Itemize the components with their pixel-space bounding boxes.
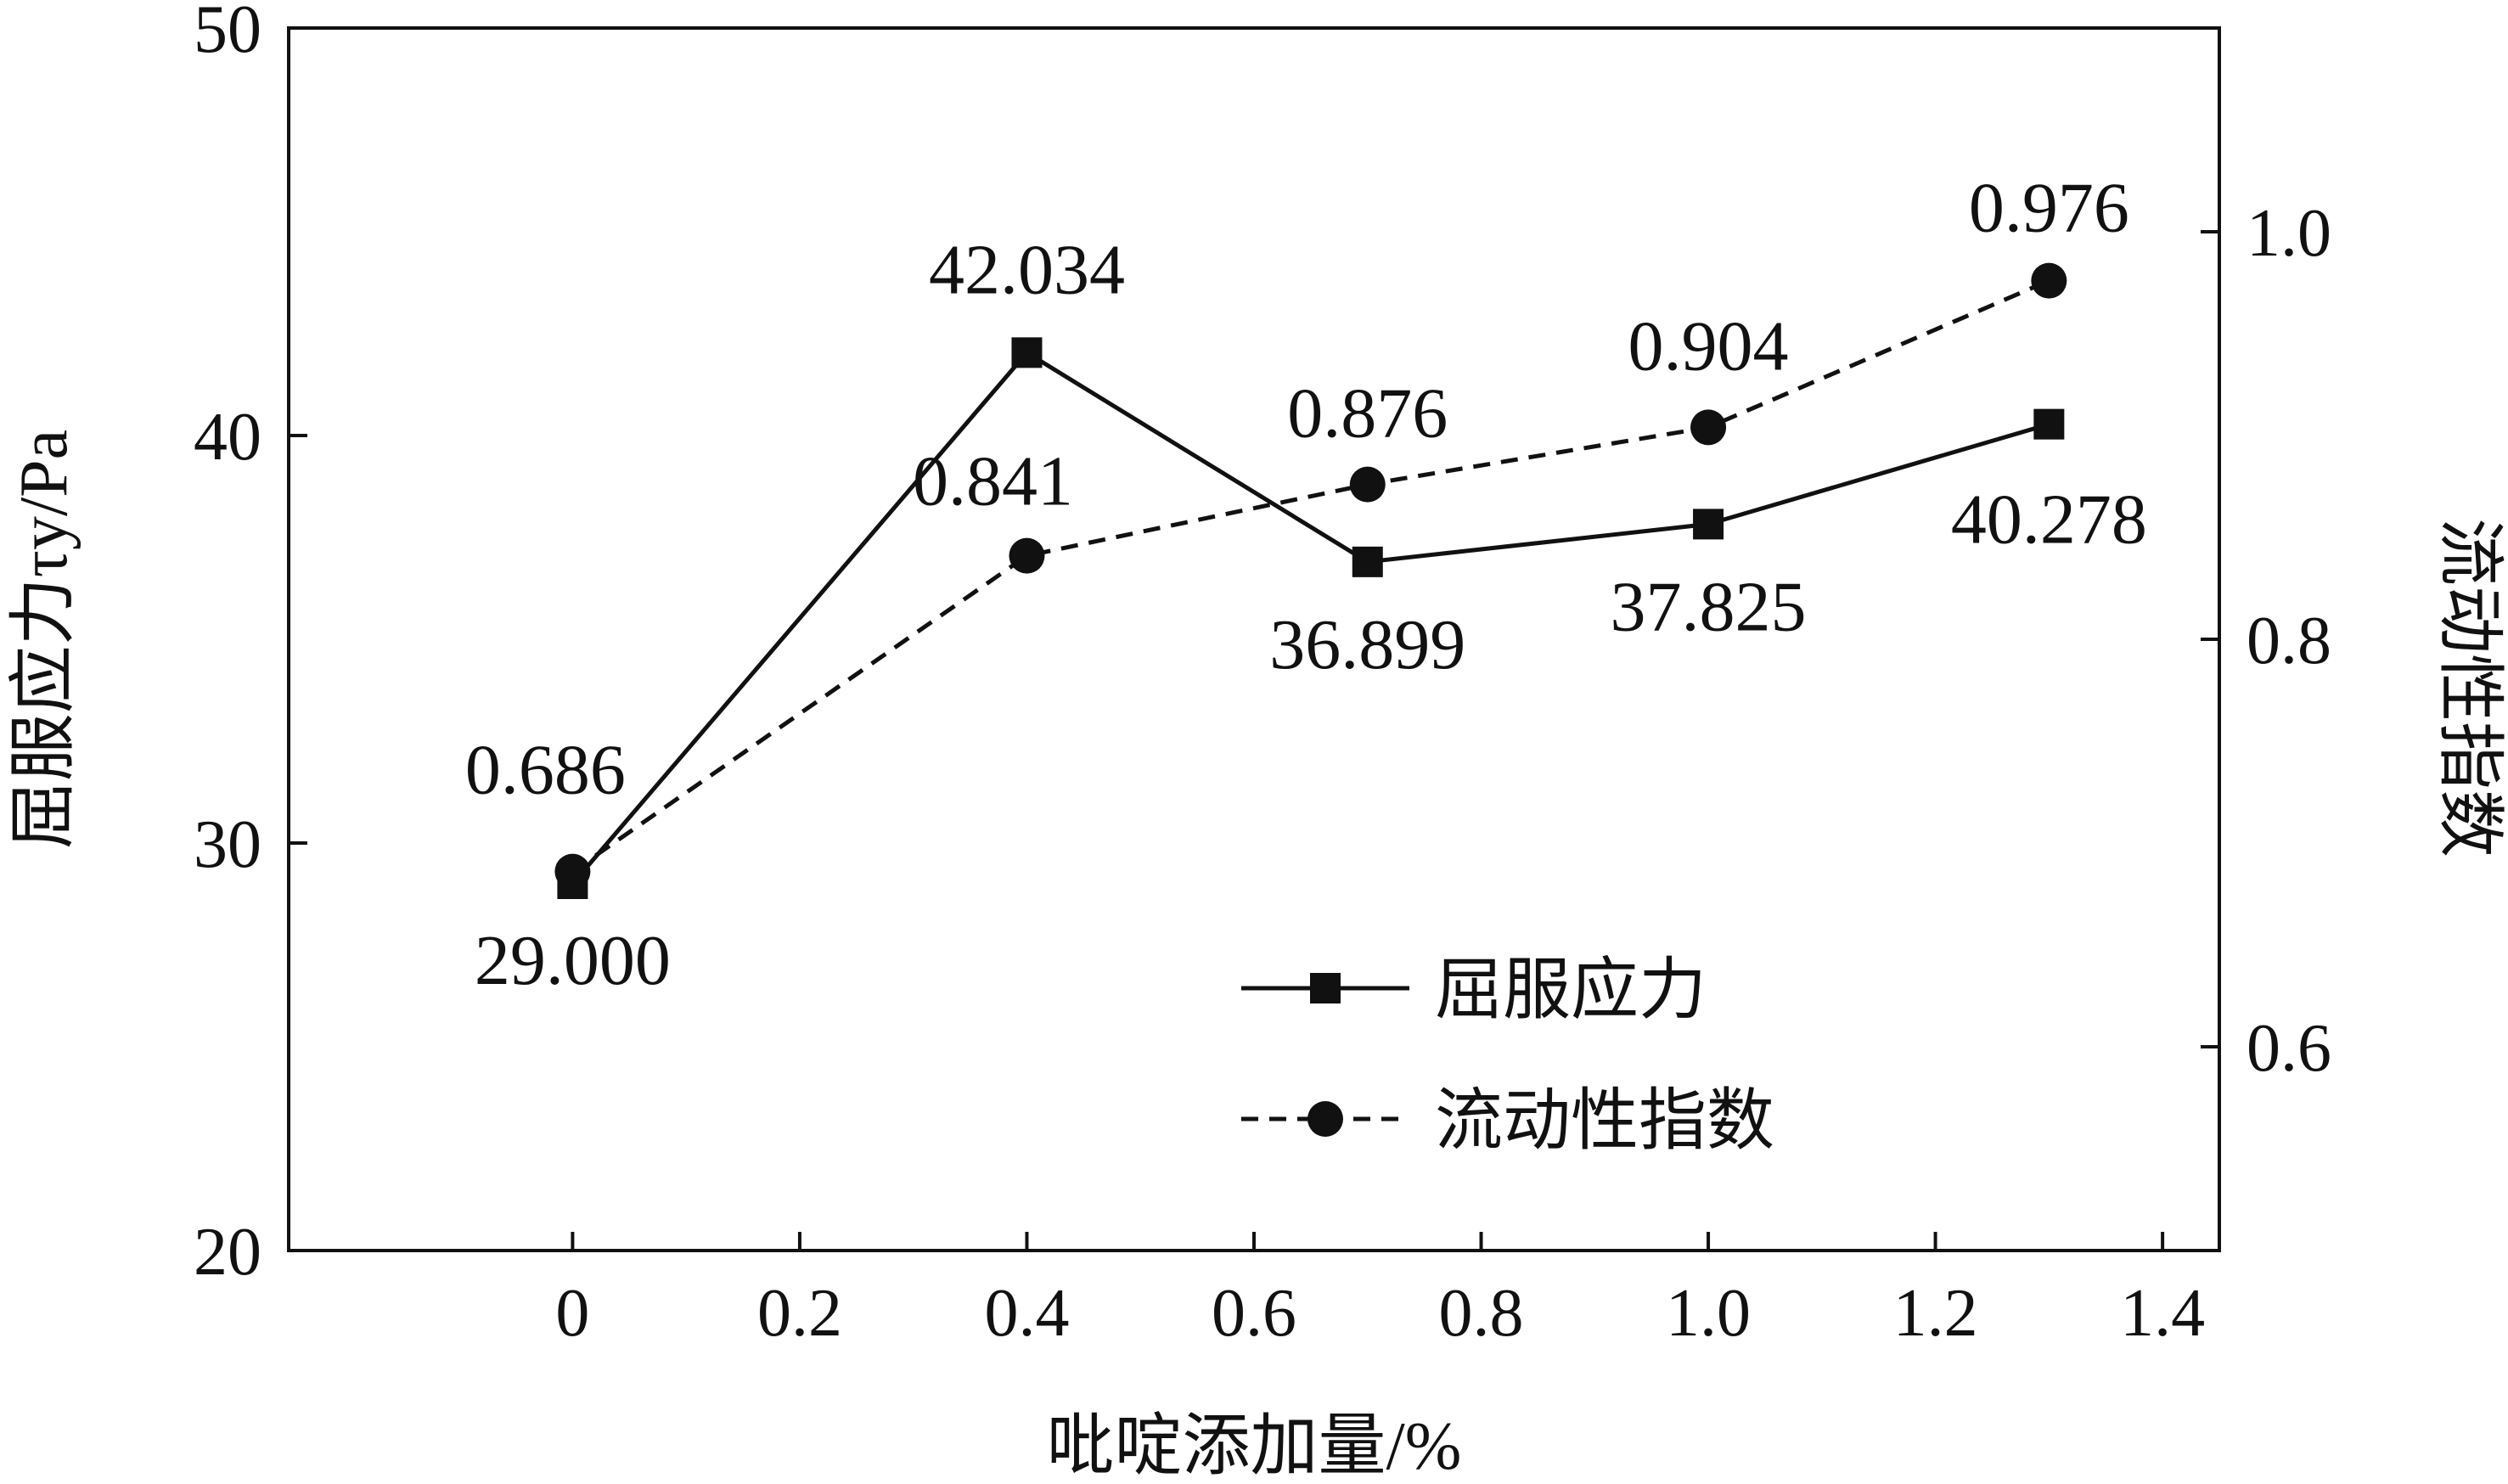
series-line-1 (571, 278, 2050, 874)
series-1-data-label: 0.841 (913, 442, 1073, 521)
series-1-data-label: 0.904 (1628, 306, 1789, 385)
y-left-tick-label: 20 (194, 1215, 261, 1290)
x-tick-label: 1.4 (2120, 1276, 2205, 1351)
legend-item-yield-stress: 屈服应力 (1241, 953, 1707, 1028)
y-left-tick-label: 30 (194, 807, 261, 882)
legend: 屈服应力 流动性指数 (1241, 953, 1774, 1159)
series-1-marker (554, 853, 591, 890)
series-1-marker (2031, 262, 2067, 299)
series-0-marker (1693, 509, 1724, 540)
x-tick-label: 0.6 (1212, 1276, 1296, 1351)
legend-marker-flow-index (1307, 1101, 1343, 1137)
legend-marker-yield-stress (1310, 973, 1341, 1003)
y-left-axis-title: 屈服应力τy/Pa (7, 430, 82, 849)
series-1-marker (1690, 409, 1727, 446)
series-1-marker (1349, 466, 1386, 503)
x-tick-label: 0 (555, 1276, 589, 1351)
series-0-marker (1011, 337, 1043, 368)
y-right-tick-label: 1.0 (2247, 196, 2331, 271)
y-left-axis-ticks: 20 30 40 50 (194, 0, 307, 1290)
legend-label-flow-index: 流动性指数 (1435, 1084, 1774, 1159)
legend-item-flow-index: 流动性指数 (1241, 1084, 1774, 1159)
x-axis-title: 吡啶添加量/% (1047, 1409, 1462, 1484)
series-0-data-label: 29.000 (475, 921, 671, 1000)
x-tick-label: 1.0 (1666, 1276, 1751, 1351)
y-left-tick-label: 40 (194, 400, 261, 475)
legend-label-yield-stress: 屈服应力 (1435, 953, 1707, 1028)
x-tick-label: 0.4 (984, 1276, 1069, 1351)
data-labels: 29.000 42.034 36.899 37.825 40.278 0.686 0.841… (465, 169, 2147, 1000)
y-right-axis-ticks: 0.6 0.8 1.0 (2201, 196, 2331, 1086)
x-axis-ticks: 0 0.2 0.4 0.6 0.8 1.0 1.2 1.4 (555, 1232, 2205, 1351)
plot-frame (287, 26, 2221, 1252)
y-right-axis-title: 流动性指数 (2432, 518, 2506, 857)
series-markers (554, 262, 2067, 899)
series-0-data-label: 42.034 (929, 230, 1125, 309)
x-tick-label: 1.2 (1893, 1276, 1978, 1351)
series-1-data-label: 0.976 (1969, 169, 2129, 248)
series-0-data-label: 40.278 (1951, 481, 2147, 559)
series-1-data-label: 0.686 (465, 731, 626, 810)
y-right-tick-label: 0.6 (2247, 1011, 2331, 1086)
series-0-data-label: 37.825 (1611, 567, 1807, 646)
series-lines (571, 278, 2050, 885)
series-0-data-label: 36.899 (1269, 605, 1465, 684)
series-0-marker (2033, 408, 2065, 440)
series-1-data-label: 0.876 (1287, 374, 1448, 453)
series-0-marker (1352, 546, 1383, 577)
x-tick-label: 0.2 (757, 1276, 842, 1351)
y-left-tick-label: 50 (194, 0, 261, 67)
y-right-tick-label: 0.8 (2247, 604, 2331, 678)
series-1-marker (1009, 537, 1045, 574)
x-tick-label: 0.8 (1439, 1276, 1524, 1351)
